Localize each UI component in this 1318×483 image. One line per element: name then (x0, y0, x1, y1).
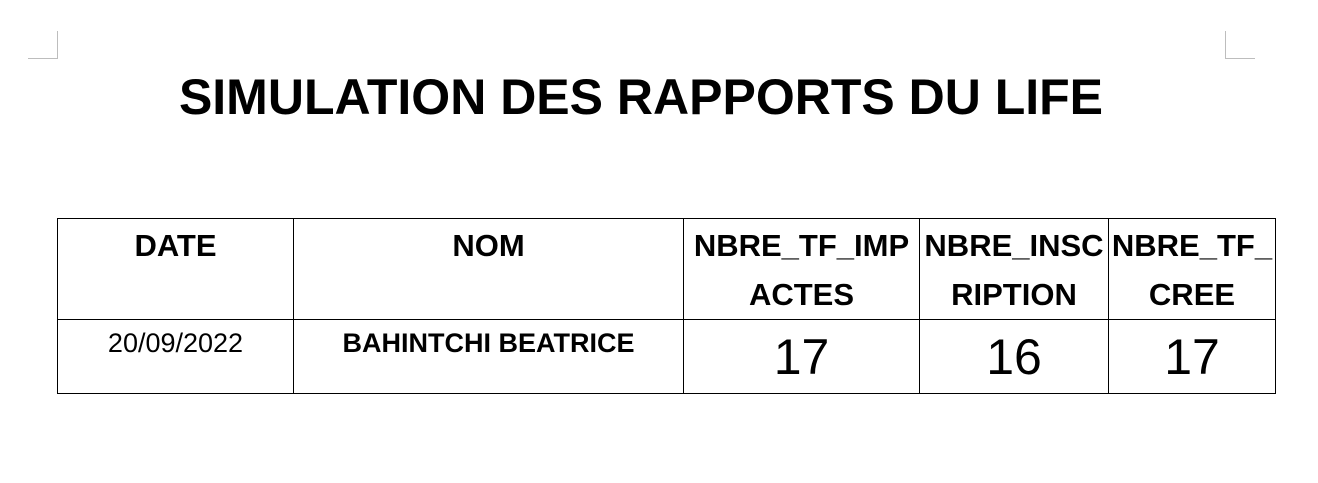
header-nom: NOM (293, 218, 684, 320)
header-date: DATE (57, 218, 294, 320)
cell-nbre-tf-cree-value: 17 (1164, 329, 1220, 385)
cell-nom-value: BAHINTCHI BEATRICE (342, 328, 635, 358)
table-row: 20/09/2022 BAHINTCHI BEATRICE 17 16 17 (57, 319, 1276, 394)
report-table: DATE NOM NBRE_TF_IMPACTES NBRE_INSCRIPTI… (57, 218, 1276, 394)
cell-date-value: 20/09/2022 (107, 328, 244, 358)
cell-nbre-inscription-value: 16 (986, 329, 1042, 385)
header-nbre-tf-cree: NBRE_TF_CREE (1108, 218, 1276, 320)
page-margin-corner-top-left (28, 31, 58, 59)
table-header-row: DATE NOM NBRE_TF_IMPACTES NBRE_INSCRIPTI… (57, 218, 1276, 320)
cell-nbre-tf-impactes: 17 (683, 319, 920, 394)
cell-nbre-inscription: 16 (919, 319, 1109, 394)
document-title: SIMULATION DES RAPPORTS DU LIFE (178, 69, 1104, 125)
page-margin-corner-top-right (1225, 31, 1255, 59)
cell-nbre-tf-cree: 17 (1108, 319, 1276, 394)
header-nbre-tf-impactes: NBRE_TF_IMPACTES (683, 218, 920, 320)
header-nbre-inscription: NBRE_INSCRIPTION (919, 218, 1109, 320)
cell-nom: BAHINTCHI BEATRICE (293, 319, 684, 394)
cell-date: 20/09/2022 (57, 319, 294, 394)
cell-nbre-tf-impactes-value: 17 (773, 329, 830, 385)
